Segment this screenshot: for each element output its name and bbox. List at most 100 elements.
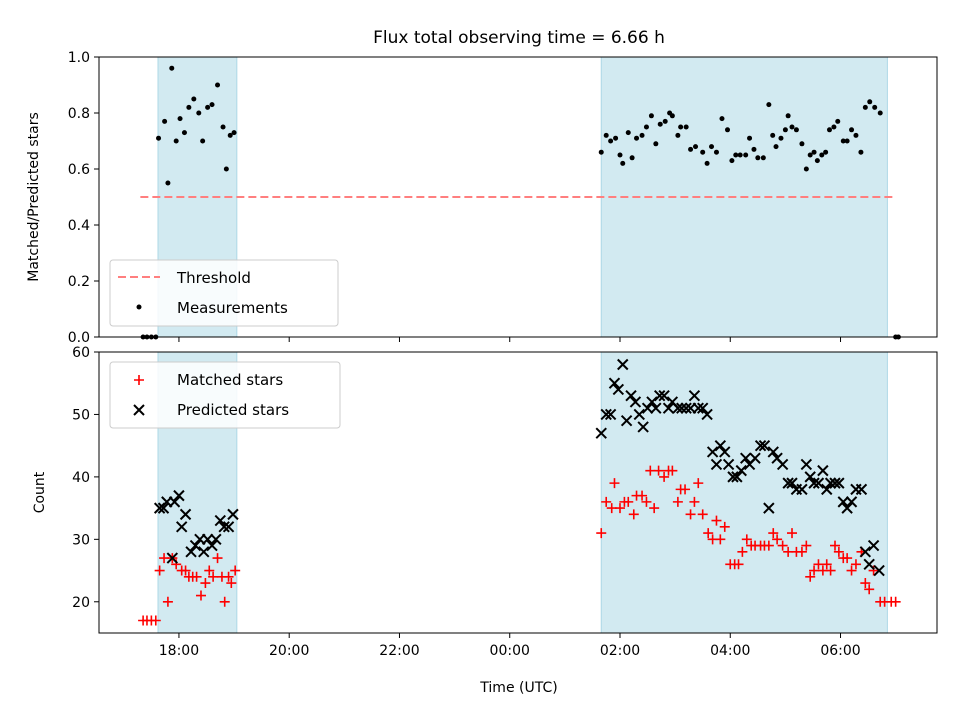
predicted-star-point [696,402,709,414]
measurement-point [620,160,626,166]
measurement-point [729,158,735,164]
matched-star-point [821,559,832,570]
measurement-point [862,104,868,110]
predicted-star-point [641,402,654,414]
matched-star-point [825,565,836,576]
matched-star-point [805,571,816,582]
x-tick-label: 00:00 [490,643,530,659]
matched-star-point [680,484,691,495]
matched-star-point [204,565,215,576]
predicted-star-point [714,439,727,452]
predicted-star-point [222,521,235,533]
predicted-star-point [218,521,230,533]
matched-star-point [842,553,853,564]
measurement-point [603,132,609,138]
predicted-star-point [662,402,675,414]
predicted-star-point [731,471,743,483]
measurement-point [215,82,221,88]
measurement-point [220,124,226,130]
measurement-point [872,104,878,110]
measurement-point [743,152,749,158]
y-tick-label: 50 [72,407,90,423]
measurement-point [713,149,719,155]
y-axis-label: Count [32,471,48,513]
measurement-point [733,152,739,158]
measurement-point [162,118,168,124]
predicted-star-point [646,396,658,408]
predicted-star-point [821,483,833,496]
matched-star-point [809,565,820,576]
measurement-point [793,127,799,133]
matched-star-point [609,478,620,489]
predicted-star-point [722,458,735,471]
measurement-point [227,132,233,138]
predicted-star-point [873,564,885,577]
y-axis-label: Matched/Predicted stars [26,112,42,282]
measurement-point [811,149,817,155]
matched-star-point [195,590,206,601]
measurement-point [766,102,772,108]
predicted-star-point [676,402,688,414]
predicted-star-point [863,558,875,571]
predicted-star-point [214,514,226,527]
predicted-star-point [824,477,837,489]
measurement-point [867,99,873,105]
predicted-star-point [749,452,761,464]
predicted-star-point [808,477,820,489]
predicted-star-point [855,483,868,496]
measurement-point [629,155,635,161]
matched-star-point [672,496,683,507]
predicted-star-point [837,496,849,508]
chart-title: Flux total observing time = 6.66 h [373,28,665,48]
predicted-star-point [800,458,813,471]
measurement-point [669,113,675,119]
measurement-point [169,65,175,71]
matched-star-point [637,490,648,501]
predicted-star-point [754,439,767,452]
predicted-star-point [175,521,188,533]
legend-box [109,361,341,429]
predicted-star-point [633,408,645,421]
x-tick-label: 20:00 [269,643,309,659]
predicted-star-point [157,502,170,514]
measurement-point [634,135,640,141]
matched-star-point [846,565,857,576]
predicted-star-point [776,458,789,471]
predicted-star-point [680,402,692,414]
matched-star-point [768,528,779,539]
matched-star-point [191,571,202,582]
measurement-point [181,130,187,136]
predicted-star-point [710,458,723,471]
measurement-point [205,104,211,110]
matched-star-point [864,584,875,595]
y-tick-label: 0.4 [68,218,90,234]
predicted-star-point [629,396,642,408]
measurement-point [683,124,689,130]
predicted-star-point [786,477,798,489]
predicted-star-point [692,402,704,414]
legend-measurement-swatch [136,304,142,310]
measurement-point [653,141,659,147]
measurement-point [639,132,645,138]
measurement-point [191,96,197,102]
predicted-star-point [735,464,747,477]
matched-star-point [150,615,161,626]
x-tick-label: 18:00 [159,643,199,659]
measurement-point [778,135,784,141]
predicted-star-point [637,421,649,433]
predicted-star-point [168,496,181,508]
matched-star-point [641,496,652,507]
measurement-point [700,149,706,155]
predicted-star-point [867,539,880,552]
measurement-point [177,116,183,122]
measurement-point [704,160,710,166]
matched-star-point [719,521,730,532]
matched-star-point [601,496,612,507]
measurement-point [831,124,837,130]
predicted-star-point [166,552,179,564]
y-tick-label: 0.8 [68,106,90,122]
measurement-point [853,132,859,138]
matched-star-point [226,578,237,589]
plot-frame [98,56,938,338]
matched-star-point [711,515,722,526]
